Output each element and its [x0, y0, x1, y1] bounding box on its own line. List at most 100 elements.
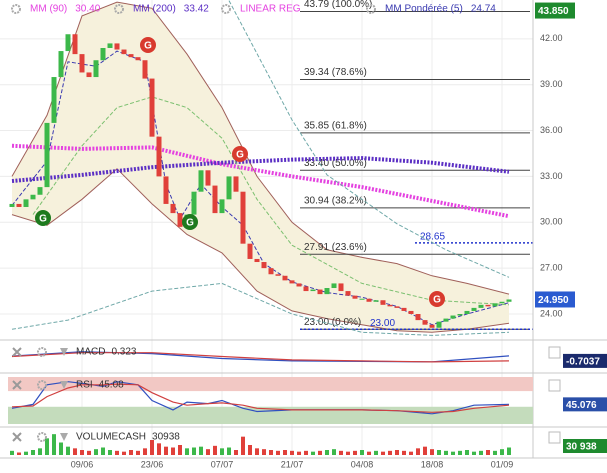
- volume-bar: [423, 446, 427, 455]
- volume-bar: [297, 451, 301, 455]
- gear-icon[interactable]: [37, 347, 47, 357]
- volume-bar: [311, 451, 315, 455]
- panel-value: 0.323: [111, 347, 136, 358]
- panel-checkbox[interactable]: [548, 379, 561, 392]
- candle-body: [331, 283, 337, 289]
- volume-bar: [346, 451, 350, 455]
- legend-name: MM (90): [30, 4, 67, 15]
- close-icon[interactable]: [12, 380, 22, 390]
- y-tick-label: 30.00: [540, 217, 563, 227]
- candle-body: [394, 306, 400, 308]
- candle-body: [142, 60, 148, 79]
- volume-bar: [304, 450, 308, 455]
- candle-body: [114, 43, 120, 50]
- candle-body: [9, 203, 15, 207]
- gear-icon[interactable]: [37, 380, 47, 390]
- signal: G: [35, 210, 51, 226]
- gear-icon[interactable]: [221, 4, 231, 14]
- price-tag: [535, 2, 575, 19]
- panel-checkbox[interactable]: [548, 346, 561, 359]
- move-icon[interactable]: [60, 433, 68, 441]
- overlay-line: [32, 96, 510, 306]
- fib-label: 35.85 (61.8%): [304, 120, 367, 131]
- fib-label: 27.91 (23.6%): [304, 242, 367, 253]
- volume-bar: [332, 449, 336, 455]
- volume-bar: [115, 450, 119, 455]
- fib-label: 30.94 (38.2%): [304, 196, 367, 207]
- candle-body: [282, 275, 288, 281]
- overlay-line: [228, 0, 510, 278]
- fib-label: 33.40 (50.0%): [304, 158, 367, 169]
- support-label: 28.65: [420, 232, 445, 243]
- candle-body: [254, 258, 260, 263]
- volume-bar: [437, 450, 441, 455]
- candle-body: [205, 170, 211, 186]
- volume-bar: [479, 450, 483, 455]
- candle-body: [79, 54, 85, 73]
- gear-icon[interactable]: [114, 4, 124, 14]
- volume-bar: [367, 451, 371, 455]
- volume-bar: [465, 450, 469, 455]
- volume-bar: [360, 450, 364, 455]
- volume-bar: [409, 451, 413, 455]
- candle-body: [317, 289, 323, 295]
- volume-bar: [388, 450, 392, 455]
- fib-label: 23.00 (0.0%): [304, 317, 361, 328]
- candle-body: [345, 291, 351, 296]
- volume-bar: [87, 450, 91, 455]
- candle-body: [436, 321, 442, 328]
- band-upper: [11, 1, 510, 295]
- signal-label: G: [144, 41, 152, 52]
- volume-bar: [122, 451, 126, 455]
- candle-body: [198, 170, 204, 192]
- candle-body: [177, 213, 183, 227]
- legend-name: MM (200): [133, 4, 176, 15]
- y-axis: 24.00 27.00 30.00 33.00 36.00 39.00 42.00 09/06…: [71, 2, 575, 469]
- band-lower: [11, 168, 510, 333]
- volume-bar: [52, 434, 56, 455]
- candle-body: [261, 262, 267, 269]
- signal: G: [140, 37, 156, 53]
- volume-bar: [374, 450, 378, 455]
- gear-icon[interactable]: [37, 432, 47, 442]
- volume-bar: [444, 450, 448, 455]
- candle-body: [275, 274, 281, 276]
- price-tag: [535, 291, 575, 308]
- candle-body: [135, 57, 141, 61]
- close-icon[interactable]: [12, 347, 22, 357]
- move-icon[interactable]: [60, 381, 68, 389]
- candle-body: [226, 176, 232, 200]
- candle-body: [100, 48, 106, 61]
- volume-bar: [339, 450, 343, 455]
- panel-checkbox[interactable]: [548, 431, 561, 444]
- candle-body: [422, 320, 428, 325]
- x-tick-label: 09/06: [71, 459, 94, 469]
- move-icon[interactable]: [60, 348, 68, 356]
- candles: [9, 34, 512, 328]
- volume-bar: [395, 450, 399, 455]
- candle-body: [163, 176, 169, 204]
- candle-body: [387, 304, 393, 307]
- signal-label: G: [39, 214, 47, 225]
- volume-bar: [255, 448, 259, 455]
- close-icon[interactable]: [12, 432, 22, 442]
- candle-body: [492, 303, 498, 307]
- value-tag: [563, 439, 607, 453]
- volume-bar: [472, 451, 476, 455]
- candle-body: [380, 300, 386, 305]
- volume-bar: [150, 440, 154, 455]
- gear-icon[interactable]: [11, 4, 21, 14]
- candle-body: [37, 187, 43, 195]
- volume-bar: [353, 450, 357, 455]
- volume-bar: [73, 448, 77, 455]
- candle-body: [429, 324, 435, 328]
- signal-label: G: [186, 218, 194, 229]
- support-label: 23.00: [370, 318, 395, 329]
- signal-label: G: [236, 150, 244, 161]
- gear-icon[interactable]: [366, 4, 376, 14]
- bands: [11, 1, 510, 333]
- candle-body: [65, 34, 71, 52]
- candle-body: [247, 243, 253, 259]
